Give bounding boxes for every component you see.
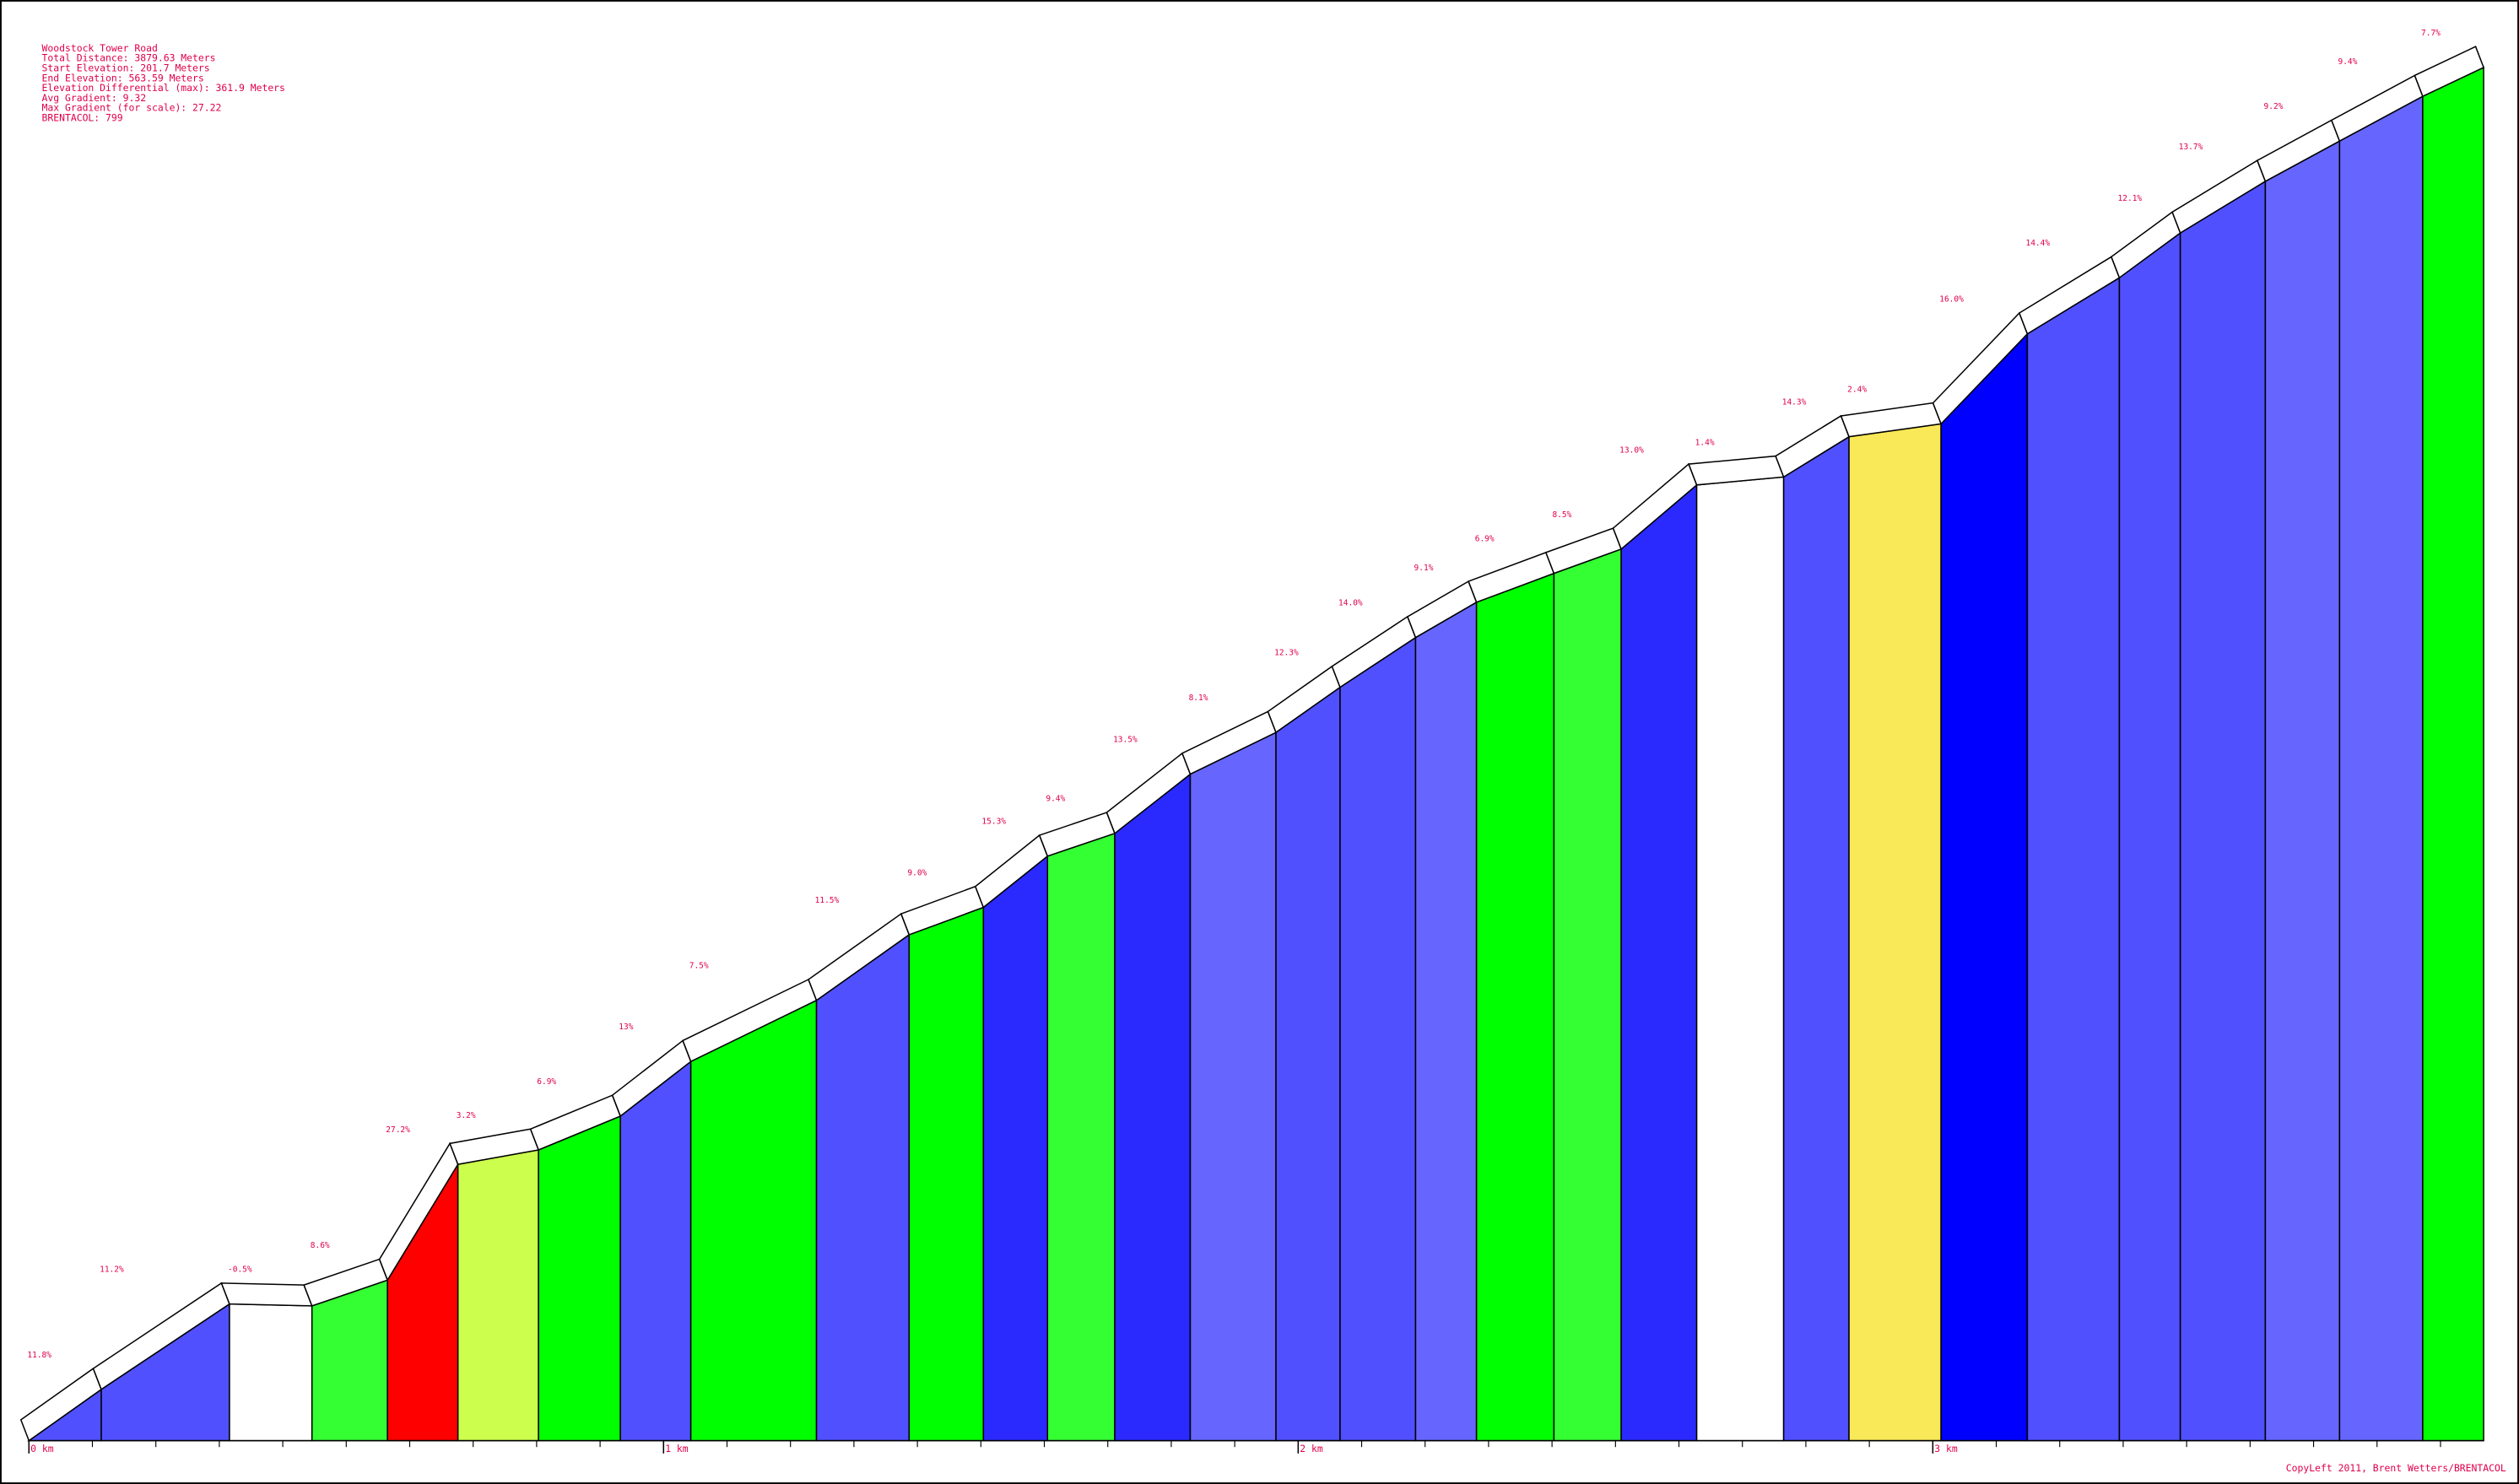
road-band [2414,46,2485,98]
info-line: Elevation Differential (max): 361.9 Mete… [42,82,285,94]
gradient-label: 3.2% [457,1111,476,1120]
info-line: Avg Gradient: 9.32 [42,92,147,104]
x-tick-label: 3 km [1934,1443,1958,1454]
x-tick-label: 2 km [1300,1443,1323,1454]
segment [1848,423,1942,1442]
gradient-label: 13.7% [2179,143,2203,152]
gradient-label: 11.2% [100,1265,124,1275]
x-tick-label: 1 km [665,1443,689,1454]
segment [1782,435,1850,1442]
x-tick-label: 0 km [30,1443,54,1454]
segment [2264,139,2341,1442]
gradient-label: 9.1% [1414,564,1434,573]
gradient-label: 12.1% [2118,194,2143,203]
segment [2026,276,2121,1442]
segment [457,1149,539,1442]
gradient-label: 9.2% [2264,102,2284,111]
segment [1275,686,1341,1442]
segment [619,1060,692,1442]
segment [2118,231,2181,1442]
footer: CopyLeft 2011, Brent Wetters/BRENTACOL [2286,1462,2506,1474]
gradient-label: 8.5% [1552,510,1571,520]
gradient-label: 27.2% [386,1125,410,1135]
gradient-label: 1.4% [1695,438,1715,447]
segment [538,1114,621,1442]
gradient-label: 6.9% [1475,535,1495,544]
road-band [220,1282,313,1307]
gradient-label: 13% [619,1023,633,1032]
gradient-label: 16.0% [1939,295,1964,305]
segment [2179,180,2267,1442]
gradient-label: 11.5% [815,896,840,905]
segment [1940,332,2029,1442]
gradient-label: 15.3% [981,818,1006,827]
segment [2422,66,2484,1442]
segment [815,933,911,1442]
segment [982,855,1049,1442]
segment [1339,636,1417,1442]
gradient-label: 14.3% [1782,398,1807,407]
gradient-label: 2.4% [1847,385,1867,394]
segment [1189,731,1277,1442]
segment [1553,548,1622,1442]
info-line: Woodstock Tower Road [42,42,158,54]
gradient-label: 11.8% [27,1351,51,1360]
gradient-label: 7.7% [2421,29,2441,38]
gradient-label: 9.4% [1046,795,1065,804]
gradient-label: 13.5% [1113,736,1138,745]
segment [1695,476,1785,1442]
gradient-label: 6.9% [537,1077,556,1087]
gradient-label: 12.3% [1274,649,1299,658]
info-line: Start Elevation: 201.7 Meters [42,62,210,74]
segment [1475,572,1555,1442]
info-line: Total Distance: 3879.63 Meters [42,52,216,64]
gradient-label: 13.0% [1619,446,1644,456]
info-line: Max Gradient (for scale): 27.22 [42,102,222,114]
segment [1114,773,1192,1442]
gradient-label: 14.4% [2025,239,2050,248]
segment [311,1279,388,1442]
gradient-label: 14.0% [1338,599,1363,608]
info-line: BRENTACOL: 799 [42,112,123,124]
gradient-label: 7.5% [689,962,709,971]
gradient-label: 9.4% [2338,57,2357,67]
gradient-label: 9.0% [907,868,927,877]
segment [908,906,985,1442]
segment [1046,832,1116,1442]
segment [229,1303,313,1442]
gradient-label: -0.5% [228,1265,252,1275]
segment [2338,94,2424,1442]
info-line: End Elevation: 563.59 Meters [42,72,204,84]
segment [1414,601,1478,1442]
gradient-label: 8.6% [311,1241,330,1250]
segment [689,999,818,1442]
segment [1620,483,1698,1442]
gradient-label: 8.1% [1189,693,1208,703]
